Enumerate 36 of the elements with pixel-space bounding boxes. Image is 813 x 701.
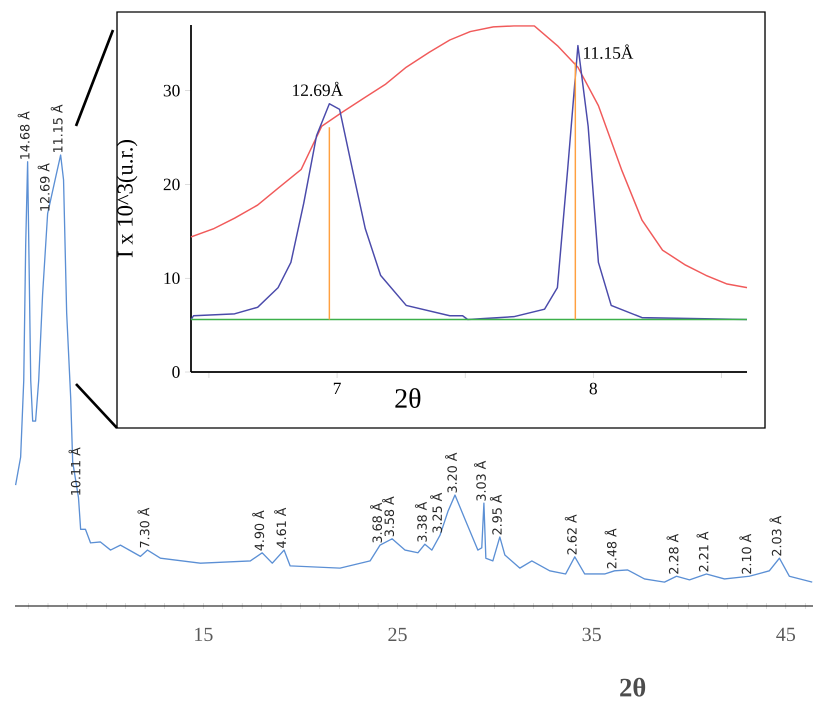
line-series	[190, 25, 748, 288]
annotation: 2.10 Å	[739, 534, 752, 574]
x-tick-label: 8	[590, 382, 597, 394]
x-tick-label: 7	[334, 382, 341, 394]
annotation: 11.15Å	[584, 44, 634, 59]
y-tick-label: 10	[164, 272, 180, 284]
annotation: 3.68 Å	[370, 502, 382, 543]
annotation: 2.62 Å	[564, 514, 577, 554]
annotation: 4.90 Å	[252, 510, 264, 551]
annotation: 11.15 Å	[50, 104, 63, 152]
annotation: 2.03 Å	[769, 516, 782, 556]
x-axis-title: 2θ	[620, 678, 646, 697]
y-axis-title: I x 10^3(u.r.)	[116, 140, 138, 258]
annotation: 4.61 Å	[274, 508, 286, 548]
x-axis-title: 2θ	[395, 388, 420, 408]
annotation: 3.58 Å	[382, 496, 394, 536]
x-tick-label: 25	[388, 628, 407, 642]
y-tick-label: 20	[164, 178, 180, 190]
annotation: 3.25 Å	[430, 492, 442, 533]
annotation: 3.03 Å	[474, 460, 486, 501]
annotation: 12.69 Å	[38, 163, 50, 211]
annotation: 2.28 Å	[666, 534, 678, 574]
annotation: 10.11 Å	[68, 447, 80, 495]
x-tick-label: 15	[195, 628, 213, 642]
y-tick-label: 30	[164, 84, 180, 96]
annotation: 2.95 Å	[490, 494, 502, 534]
annotation: 14.68 Å	[18, 111, 30, 159]
x-tick-label: 35	[582, 628, 601, 642]
y-tick-label: 0	[172, 366, 180, 378]
annotation: 3.38 Å	[414, 502, 427, 542]
annotation: 12.69Å	[293, 82, 344, 96]
annotation: 7.30 Å	[137, 508, 150, 548]
annotation: 3.20 Å	[444, 452, 457, 492]
annotation: 2.48 Å	[604, 528, 617, 568]
annotation: 2.21 Å	[696, 532, 708, 572]
x-tick-label: 45	[776, 628, 796, 642]
